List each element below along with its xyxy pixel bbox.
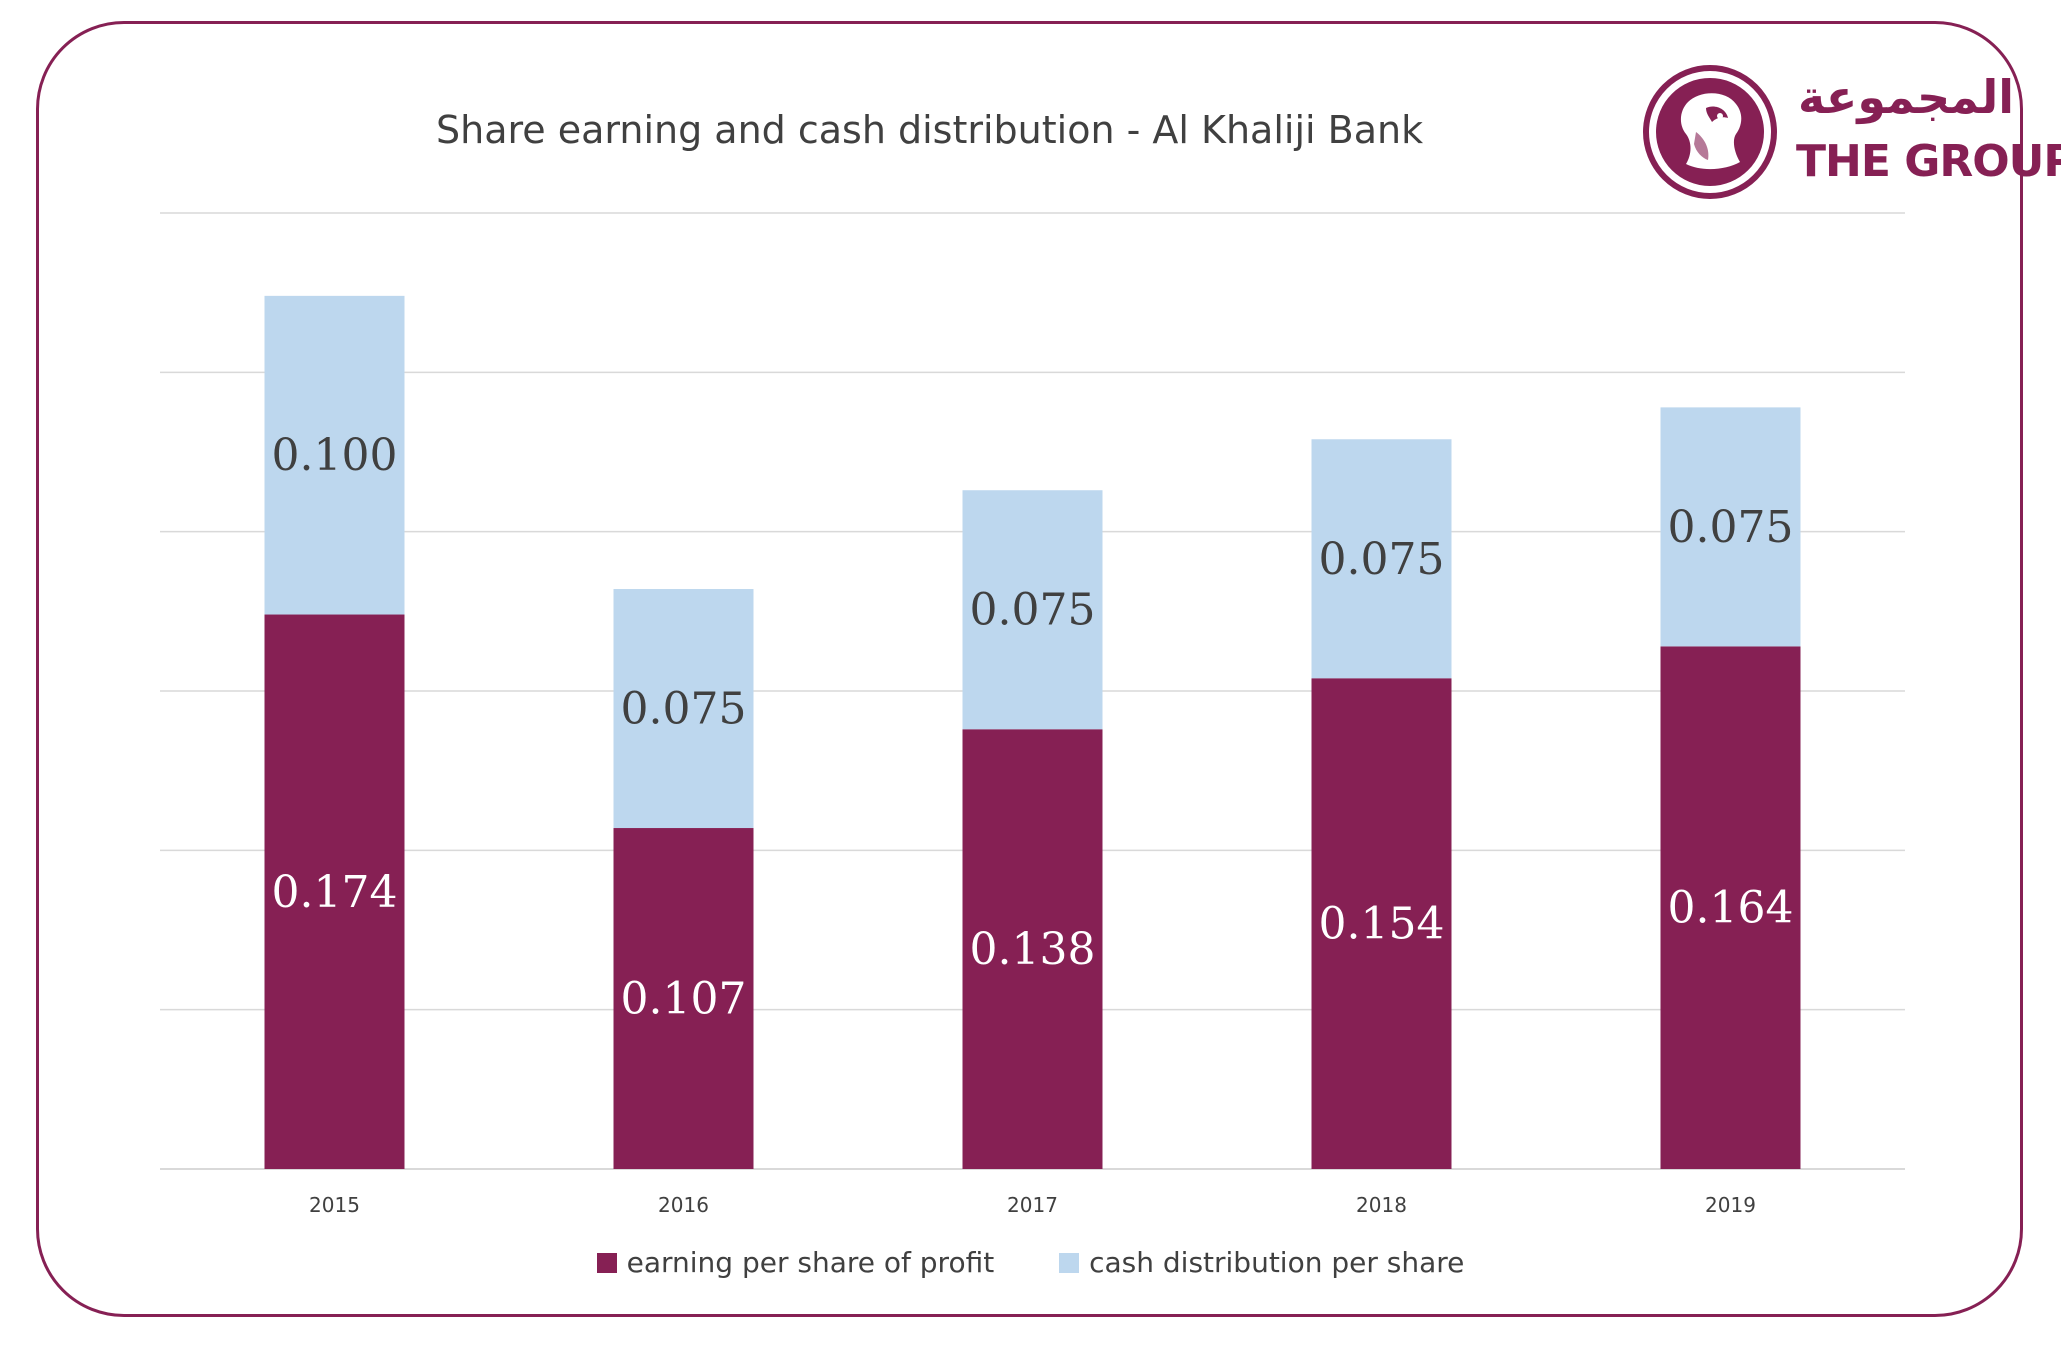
data-label-cash-2019: 0.075 xyxy=(1668,502,1794,553)
bar-earning-2016 xyxy=(613,828,754,1169)
x-tick-label-2018: 2018 xyxy=(1356,1193,1407,1217)
data-label-cash-2015: 0.100 xyxy=(272,430,398,481)
bar-cash-2019 xyxy=(1660,407,1801,647)
data-label-cash-2017: 0.075 xyxy=(970,585,1096,636)
bars xyxy=(264,295,1801,1169)
company-logo: المجموعة THE GROUP xyxy=(1640,62,2061,202)
data-label-earning-2016: 0.107 xyxy=(621,974,747,1025)
x-tick-label-2016: 2016 xyxy=(658,1193,709,1217)
bar-cash-2017 xyxy=(962,490,1103,730)
legend-swatch-cash xyxy=(1059,1252,1080,1273)
bar-cash-2018 xyxy=(1311,439,1452,679)
logo-arabic-text: المجموعة xyxy=(1798,70,2015,124)
data-labels: 0.174 0.100 0.107 0.075 0.138 0.075 0.154 0.075… xyxy=(272,430,1794,1024)
x-tick-labels: 2015 2016 2017 2018 2019 xyxy=(309,1193,1756,1217)
data-label-earning-2015: 0.174 xyxy=(272,867,398,918)
logo-english-text: THE GROUP xyxy=(1796,136,2061,187)
data-label-earning-2017: 0.138 xyxy=(970,924,1096,975)
legend-swatch-earning xyxy=(596,1252,617,1273)
bar-earning-2018 xyxy=(1311,678,1452,1169)
data-label-earning-2018: 0.154 xyxy=(1319,899,1445,950)
legend-item-cash: cash distribution per share xyxy=(1059,1246,1464,1279)
bar-earning-2019 xyxy=(1660,646,1801,1169)
chart-frame xyxy=(36,21,2023,1317)
legend-item-earning: earning per share of profit xyxy=(596,1246,995,1279)
x-tick-label-2017: 2017 xyxy=(1007,1193,1058,1217)
data-label-cash-2018: 0.075 xyxy=(1319,534,1445,585)
chart-title: Share earning and cash distribution - Al… xyxy=(436,108,1424,152)
data-label-earning-2019: 0.164 xyxy=(1668,883,1794,934)
bar-earning-2017 xyxy=(962,729,1103,1169)
bar-cash-2015 xyxy=(264,295,405,615)
bar-cash-2016 xyxy=(613,589,754,829)
x-tick-label-2015: 2015 xyxy=(309,1193,360,1217)
data-label-cash-2016: 0.075 xyxy=(621,684,747,735)
bar-earning-2015 xyxy=(264,614,405,1169)
falcon-emblem-icon xyxy=(1643,65,1777,199)
legend-label-cash: cash distribution per share xyxy=(1089,1246,1465,1279)
legend-label-earning: earning per share of profit xyxy=(626,1246,995,1279)
legend: earning per share of profit cash distrib… xyxy=(0,1246,2061,1280)
x-tick-label-2019: 2019 xyxy=(1705,1193,1756,1217)
